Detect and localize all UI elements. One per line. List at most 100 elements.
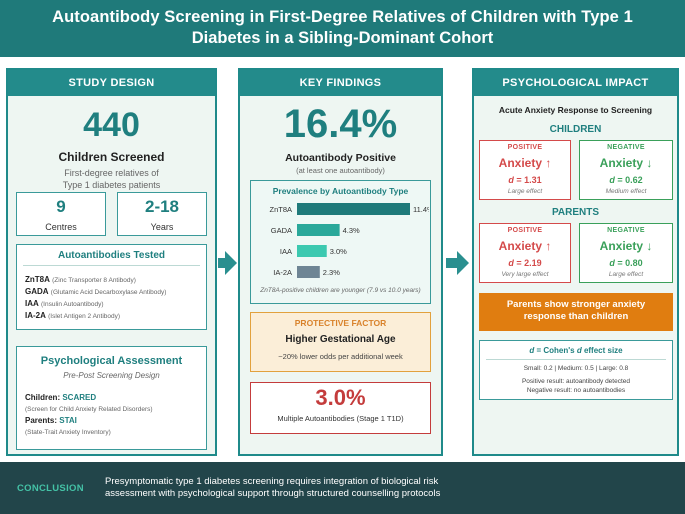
children-negative-card: NEGATIVE Anxiety ↓ d = 0.62 Medium effec… [579,140,673,200]
bar-ia-2a [297,266,320,278]
bar-iaa [297,245,327,257]
effect-size: d = 0.62 [609,175,643,185]
psych-impact-body: Acute Anxiety Response to Screening CHIL… [474,96,677,454]
arrow-right-icon [225,251,237,275]
autoantibodies-title: Autoantibodies Tested [57,250,166,261]
anxiety-down: Anxiety ↓ [599,156,653,170]
children-sub-1: First-degree relatives of [64,168,159,178]
parents-negative-card: NEGATIVE Anxiety ↓ d = 0.80 Large effect [579,223,673,283]
positive-label: Autoantibody Positive [285,152,396,164]
children-count: 440 [83,106,140,144]
parents-positive-card: POSITIVE Anxiety ↑ d = 2.19 Very large e… [479,223,571,283]
study-design-heading: STUDY DESIGN [8,70,215,96]
bar-value-label: 4.3% [343,226,360,235]
title-line-1: Autoantibody Screening in First-Degree R… [52,8,633,26]
divider [486,359,666,360]
prevalence-bar-chart: ZnT8A 11.4% GADA 4.3% IAA 3.0% IA-2A 2.3% [269,203,429,278]
antibody-item: GADA (Glutamic Acid Decarboxylase Antibo… [25,287,167,296]
title-line-2: Diabetes in a Sibling-Dominant Cohort [191,29,494,47]
anxiety-up: Anxiety ↑ [498,239,552,253]
key-findings-panel: KEY FINDINGS 16.4% Autoantibody Positive… [238,68,443,456]
psych-subtitle: Acute Anxiety Response to Screening [498,105,653,115]
centres-value: 9 [56,197,66,216]
multiple-label: Multiple Autoantibodies (Stage 1 T1D) [277,414,404,423]
conclusion-line-1: Presymptomatic type 1 diabetes screening… [105,476,439,487]
age-value: 2-18 [144,197,180,216]
effect-scale: Small: 0.2 | Medium: 0.5 | Large: 0.8 [523,365,629,372]
effect-legend-title: d = Cohen's d effect size [529,346,623,355]
children-label: Children Screened [58,150,165,164]
effect-size: d = 2.19 [508,258,542,268]
study-design-body: 440 Children Screened First-degree relat… [8,96,215,454]
bar-category-label: GADA [271,226,292,235]
card-title: POSITIVE [507,227,543,234]
age-label: Years [150,222,174,232]
prevalence-chart-card: Prevalence by Autoantibody Type ZnT8A 11.… [250,180,431,304]
protective-factor-card: PROTECTIVE FACTOR Higher Gestational Age… [250,312,431,372]
effect-label: Medium effect [605,188,647,195]
arrow-right-icon [457,251,469,275]
parents-tool-full: (State-Trait Anxiety Inventory) [25,429,111,436]
callout-line-1: Parents show stronger anxiety [506,299,646,310]
bar-znt8a [297,203,410,215]
psych-assessment-title: Psychological Assessment [40,355,183,367]
arrow-shaft-2 [446,258,458,268]
bar-value-label: 3.0% [330,247,347,256]
children-heading: CHILDREN [549,124,602,135]
psych-impact-heading: PSYCHOLOGICAL IMPACT [474,70,677,96]
children-sub-2: Type 1 diabetes patients [62,180,161,190]
key-findings-heading: KEY FINDINGS [240,70,441,96]
bar-category-label: IA-2A [273,268,292,277]
bar-value-label: 11.4% [413,205,429,214]
age-card: 2-18 Years [117,192,207,236]
antibody-item: IA-2A (Islet Antigen 2 Antibody) [25,311,121,320]
psych-assessment-subtitle: Pre-Post Screening Design [63,371,160,380]
effect-label: Large effect [608,271,644,278]
bar-value-label: 2.3% [323,268,340,277]
children-positive-card: POSITIVE Anxiety ↑ d = 1.31 Large effect [479,140,571,200]
antibody-item: IAA (Insulin Autoantibody) [25,299,104,308]
chart-title: Prevalence by Autoantibody Type [272,186,409,196]
positive-note: Positive result: autoantibody detected [521,378,631,385]
psych-assessment-card: Psychological Assessment Pre-Post Screen… [16,346,207,450]
chart-note: ZnT8A-positive children are younger (7.9… [260,287,421,294]
parents-tool: Parents: STAI [25,416,77,425]
effect-label: Very large effect [501,271,549,278]
study-design-panel: STUDY DESIGN 440 Children Screened First… [6,68,217,456]
header-banner: Autoantibody Screening in First-Degree R… [0,0,685,57]
conclusion-label: CONCLUSION [17,483,84,494]
conclusion-line-2: assessment with psychological support th… [105,488,441,499]
protective-detail: ~20% lower odds per additional week [278,352,403,361]
card-title: NEGATIVE [607,144,645,151]
parents-heading: PARENTS [551,207,600,218]
antibody-item: ZnT8A (Zinc Transporter 8 Antibody) [25,275,136,284]
bar-category-label: ZnT8A [269,205,292,214]
autoantibodies-card: Autoantibodies Tested ZnT8A (Zinc Transp… [16,244,207,330]
card-title: POSITIVE [507,144,543,151]
multiple-autoantibodies-card: 3.0% Multiple Autoantibodies (Stage 1 T1… [250,382,431,434]
anxiety-up: Anxiety ↑ [498,156,552,170]
anxiety-down: Anxiety ↓ [599,239,653,253]
positive-percentage: 16.4% [283,102,398,146]
callout-line-2: response than children [523,311,629,322]
psych-impact-panel: PSYCHOLOGICAL IMPACT Acute Anxiety Respo… [472,68,679,456]
bar-category-label: IAA [280,247,292,256]
conclusion-text: Presymptomatic type 1 diabetes screening… [105,476,665,500]
effect-size: d = 0.80 [609,258,643,268]
centres-label: Centres [45,222,77,232]
key-findings-body: 16.4% Autoantibody Positive (at least on… [240,96,441,454]
card-title: NEGATIVE [607,227,645,234]
conclusion-footer: CONCLUSION Presymptomatic type 1 diabete… [0,462,685,514]
protective-title: PROTECTIVE FACTOR [294,318,387,328]
divider [23,265,200,266]
effect-label: Large effect [507,188,543,195]
arrow-shaft-1 [218,258,226,268]
multiple-pct: 3.0% [315,385,366,410]
protective-factor: Higher Gestational Age [285,334,396,345]
effect-size-legend: d = Cohen's d effect size Small: 0.2 | M… [479,340,673,400]
positive-sublabel: (at least one autoantibody) [296,166,385,175]
effect-size: d = 1.31 [508,175,542,185]
children-tool-full: (Screen for Child Anxiety Related Disord… [25,406,153,413]
bar-gada [297,224,340,236]
